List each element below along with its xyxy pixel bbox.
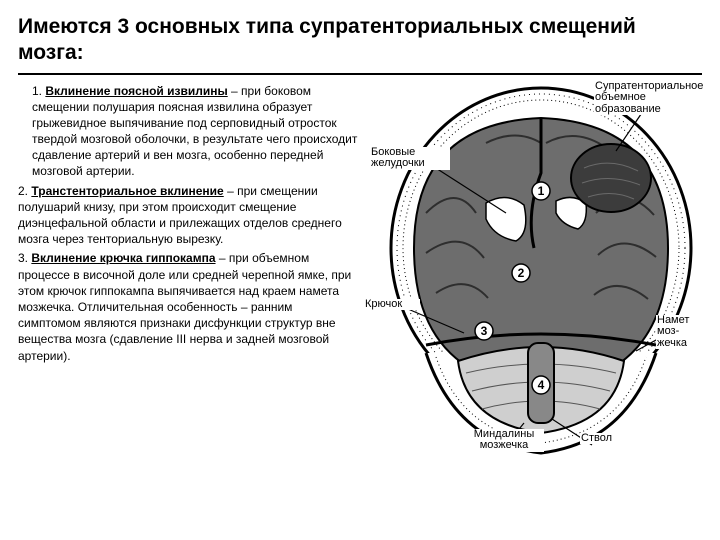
label-tonsils: Миндалины мозжечка [464,429,544,452]
herniation-list: 1. Вклинение поясной извилины – при боко… [18,83,358,364]
label-brainstem: Ствол [580,433,630,445]
marker-3: 3 [481,324,488,338]
figure-column: 1 2 3 4 [364,83,702,493]
label-mass: Супратенториальное объемное образование [594,81,714,116]
item-number: 2. [18,184,28,198]
label-ventricles: Боковые желудочки [370,147,450,170]
list-item: 1. Вклинение поясной извилины – при боко… [18,83,358,180]
content-row: 1. Вклинение поясной извилины – при боко… [18,83,702,493]
list-item: 2. Транстенториальное вклинение – при см… [18,183,358,248]
label-tentorium: Намет моз-жечка [656,315,706,350]
title-block: Имеются 3 основных типа супратенториальн… [18,14,702,75]
label-uncus: Крючок [364,299,420,311]
text-column: 1. Вклинение поясной извилины – при боко… [18,83,358,367]
item-number: 3. [18,251,28,265]
marker-4: 4 [538,378,545,392]
item-number: 1. [32,84,42,98]
marker-1: 1 [538,184,545,198]
slide-root: Имеются 3 основных типа супратенториальн… [0,0,720,540]
list-item: 3. Вклинение крючка гиппокампа – при объ… [18,250,358,363]
marker-2: 2 [518,266,525,280]
item-body: – при объемном процессе в височной доле … [18,251,351,362]
item-title: Транстенториальное вклинение [31,184,223,198]
item-title: Вклинение крючка гиппокампа [31,251,215,265]
item-title: Вклинение поясной извилины [45,84,227,98]
slide-title: Имеются 3 основных типа супратенториальн… [18,14,702,67]
